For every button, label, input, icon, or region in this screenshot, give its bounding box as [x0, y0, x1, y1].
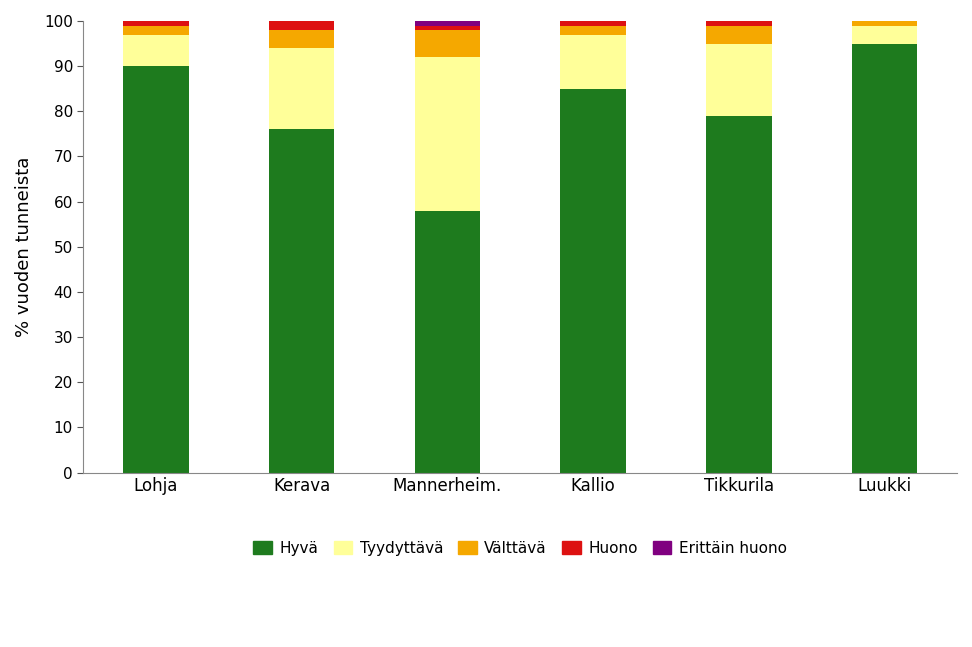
Bar: [269, 30, 334, 48]
Bar: [706, 116, 772, 472]
Bar: [123, 21, 189, 25]
Bar: [269, 129, 334, 472]
Bar: [123, 25, 189, 34]
Bar: [851, 21, 918, 25]
Bar: [560, 21, 626, 25]
Bar: [706, 43, 772, 116]
Bar: [269, 21, 334, 30]
Bar: [851, 43, 918, 472]
Bar: [560, 25, 626, 34]
Bar: [123, 34, 189, 66]
Y-axis label: % vuoden tunneista: % vuoden tunneista: [15, 157, 33, 337]
Bar: [706, 21, 772, 25]
Bar: [560, 89, 626, 472]
Bar: [560, 34, 626, 89]
Bar: [414, 57, 480, 211]
Bar: [414, 211, 480, 472]
Bar: [414, 21, 480, 25]
Legend: Hyvä, Tyydyttävä, Välttävä, Huono, Erittäin huono: Hyvä, Tyydyttävä, Välttävä, Huono, Eritt…: [247, 534, 793, 562]
Bar: [123, 66, 189, 472]
Bar: [414, 30, 480, 57]
Bar: [706, 25, 772, 43]
Bar: [414, 25, 480, 30]
Bar: [851, 25, 918, 43]
Bar: [269, 48, 334, 129]
